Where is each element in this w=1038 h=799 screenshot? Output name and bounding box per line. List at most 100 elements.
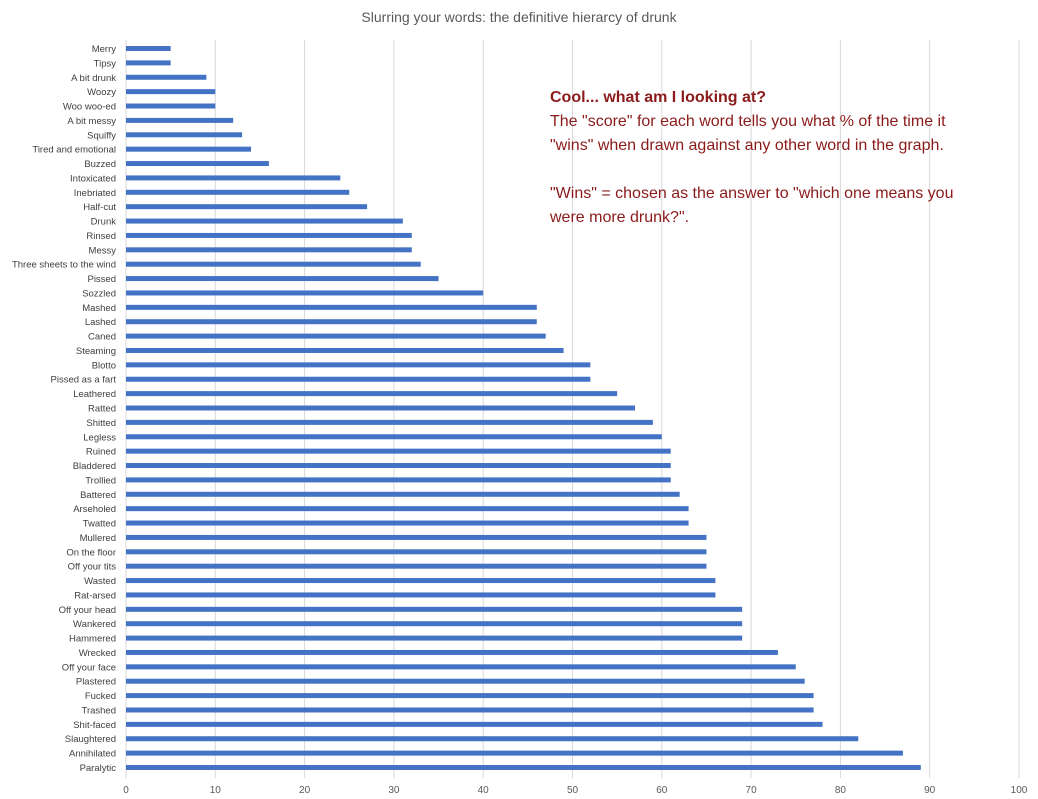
bar xyxy=(126,506,689,512)
category-label: Fucked xyxy=(85,691,116,702)
bar xyxy=(126,247,412,253)
bar xyxy=(126,333,546,339)
x-tick-label: 80 xyxy=(835,785,847,796)
bar xyxy=(126,578,716,584)
bar xyxy=(126,563,707,569)
category-label: Shit-faced xyxy=(73,720,116,731)
bar xyxy=(126,405,636,411)
bar xyxy=(126,189,350,195)
category-label: Ratted xyxy=(88,404,116,415)
x-tick-label: 60 xyxy=(656,785,668,796)
x-tick-label: 90 xyxy=(924,785,936,796)
category-label: Rinsed xyxy=(86,231,116,242)
annotation-body: The "score" for each word tells you what… xyxy=(550,113,946,154)
category-label: Trollied xyxy=(85,475,116,486)
annotation-heading: Cool... what am I looking at? xyxy=(550,89,767,106)
x-tick-label: 30 xyxy=(388,785,400,796)
bar xyxy=(126,146,252,152)
category-label: Off your head xyxy=(59,605,116,616)
category-label: Shitted xyxy=(86,418,116,429)
category-label: Woozy xyxy=(87,87,116,98)
bar xyxy=(126,362,591,368)
category-label: Pissed as a fart xyxy=(51,375,117,386)
category-label: Trashed xyxy=(82,705,117,716)
bar xyxy=(126,391,618,397)
category-label: Caned xyxy=(88,332,116,343)
bar xyxy=(126,132,243,138)
category-label: Buzzed xyxy=(84,159,116,170)
bar xyxy=(126,376,591,382)
category-label: Three sheets to the wind xyxy=(12,260,116,271)
category-label: On the floor xyxy=(66,547,116,558)
bar xyxy=(126,693,814,699)
category-label: Mashed xyxy=(82,303,116,314)
category-label: Paralytic xyxy=(80,763,117,774)
x-tick-label: 100 xyxy=(1011,785,1028,796)
bar xyxy=(126,635,743,641)
bar xyxy=(126,434,662,440)
bar xyxy=(126,592,716,598)
category-label: Slaughtered xyxy=(65,734,116,745)
bar xyxy=(126,232,412,238)
x-tick-label: 50 xyxy=(567,785,579,796)
category-label: Drunk xyxy=(91,217,117,228)
bar xyxy=(126,347,564,353)
category-label: Merry xyxy=(92,44,117,55)
bar xyxy=(126,419,653,425)
x-tick-label: 20 xyxy=(299,785,311,796)
bar xyxy=(126,520,689,526)
category-label: Sozzled xyxy=(82,288,116,299)
bar xyxy=(126,60,171,66)
category-label: Intoxicated xyxy=(70,173,116,184)
bar xyxy=(126,491,680,497)
category-label: Rat-arsed xyxy=(74,590,116,601)
x-tick-label: 0 xyxy=(123,785,129,796)
category-label: A bit messy xyxy=(67,116,116,127)
bar xyxy=(126,664,796,670)
category-label: Woo woo-ed xyxy=(63,102,116,113)
category-label: Battered xyxy=(80,490,116,501)
category-label: Tired and emotional xyxy=(32,145,116,156)
category-label: Hammered xyxy=(69,634,116,645)
bar xyxy=(126,175,341,181)
category-label: Half-cut xyxy=(83,202,116,213)
bar xyxy=(126,477,671,483)
category-label: Pissed xyxy=(87,274,116,285)
bar xyxy=(126,276,439,282)
category-label: Wankered xyxy=(73,619,116,630)
bar xyxy=(126,161,269,167)
x-tick-label: 10 xyxy=(210,785,222,796)
x-tick-label: 40 xyxy=(478,785,490,796)
category-label: Ruined xyxy=(86,447,116,458)
category-label: Inebriated xyxy=(74,188,116,199)
bar xyxy=(126,721,823,727)
bar xyxy=(126,463,671,469)
category-label: Squiffy xyxy=(87,130,116,141)
bar xyxy=(126,204,368,210)
bar xyxy=(126,678,805,684)
category-label: Legless xyxy=(83,432,116,443)
bar xyxy=(126,89,216,95)
bar xyxy=(126,304,537,310)
bar xyxy=(126,621,743,627)
category-label: Bladdered xyxy=(73,461,116,472)
category-label: Plastered xyxy=(76,677,116,688)
bar xyxy=(126,46,171,51)
category-label: Messy xyxy=(89,245,117,256)
bar xyxy=(126,448,671,454)
category-label: Off your tits xyxy=(68,562,117,573)
bar xyxy=(126,261,421,267)
bar xyxy=(126,649,778,655)
category-label: Wrecked xyxy=(79,648,116,659)
bar xyxy=(126,549,707,555)
category-label: Lashed xyxy=(85,317,116,328)
category-label: Tipsy xyxy=(94,58,117,69)
category-label: Wasted xyxy=(84,576,116,587)
category-label: Annihilated xyxy=(69,749,116,760)
category-label: Blotto xyxy=(92,360,116,371)
bar xyxy=(126,218,403,224)
annotation-box: Cool... what am I looking at? The "score… xyxy=(550,86,990,230)
annotation-definition: "Wins" = chosen as the answer to "which … xyxy=(550,185,954,226)
